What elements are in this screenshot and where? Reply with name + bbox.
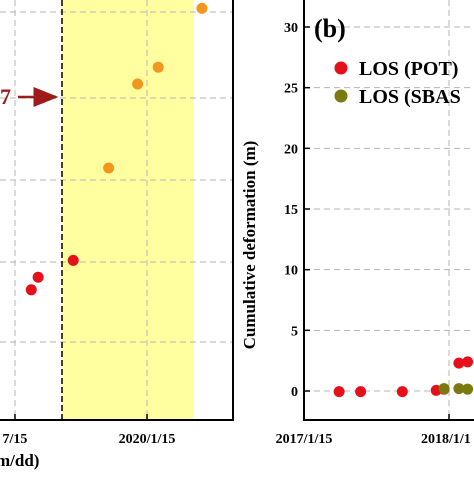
highlight-region [62, 0, 194, 420]
right-data-point [438, 383, 450, 395]
right-data-point [396, 386, 408, 398]
left-data-point [132, 78, 144, 90]
left-x-ticks [14, 414, 148, 420]
left-data-point [196, 2, 208, 14]
right-y-tick-label: 0 [291, 385, 298, 400]
left-panel: 7 7/15 2020/1/15 m/dd) [0, 0, 234, 470]
left-data-point [103, 162, 115, 174]
legend: LOS (POT) LOS (SBAS [334, 58, 461, 108]
right-x-tick-label: 2018/1/1 [421, 432, 471, 447]
left-axes-frame [0, 0, 234, 421]
right-y-tick-label: 10 [284, 264, 298, 279]
right-x-ticks: 2017/1/15 2018/1/1 [276, 414, 471, 447]
left-x-tick-label: 7/15 [3, 432, 28, 447]
right-data-point [453, 383, 465, 395]
right-panel: 0 5 10 15 20 25 30 2017/1/15 2018/1/1 (b) LOS (… [240, 0, 474, 447]
right-data-point [453, 357, 465, 369]
left-data-point [25, 284, 37, 296]
arrow-label: 7 [0, 84, 11, 109]
right-data-point [355, 386, 367, 398]
right-grid [304, 0, 474, 420]
right-plot-area [304, 0, 474, 420]
legend-label: LOS (POT) [359, 58, 458, 80]
right-data-point [462, 383, 474, 395]
right-y-tick-label: 30 [284, 21, 298, 36]
right-y-axis-label: Cumulative deformation (m) [240, 141, 259, 350]
left-x-tick-label: 2020/1/15 [119, 432, 176, 447]
legend-label: LOS (SBAS [359, 86, 461, 108]
left-data-point [152, 61, 164, 73]
legend-marker [334, 61, 348, 75]
left-points [25, 2, 208, 296]
right-y-tick-label: 20 [284, 142, 298, 157]
right-y-tick-label: 5 [291, 324, 298, 339]
left-data-point [67, 254, 79, 266]
legend-marker [334, 89, 348, 103]
right-points [333, 356, 474, 398]
left-data-point [32, 271, 44, 283]
left-x-axis-label: m/dd) [0, 451, 39, 470]
right-x-tick-label: 2017/1/15 [276, 432, 333, 447]
right-data-point [333, 386, 345, 398]
right-y-ticks: 0 5 10 15 20 25 30 [284, 21, 310, 400]
right-y-tick-label: 25 [284, 82, 298, 97]
left-grid [0, 0, 232, 420]
panel-label: (b) [314, 14, 346, 43]
right-data-point [462, 356, 474, 368]
right-y-tick-label: 15 [284, 203, 298, 218]
